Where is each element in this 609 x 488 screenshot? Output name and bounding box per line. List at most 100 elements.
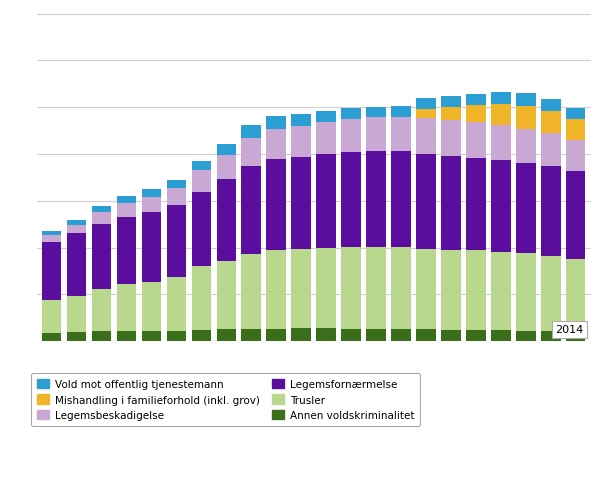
Bar — [441, 330, 460, 342]
Bar — [441, 97, 460, 108]
Bar — [416, 249, 435, 330]
Bar — [441, 108, 460, 121]
Bar — [416, 110, 435, 119]
Bar — [267, 251, 286, 329]
Bar — [92, 224, 111, 290]
Bar — [42, 232, 62, 235]
Bar — [142, 331, 161, 342]
Bar — [67, 225, 86, 233]
Bar — [466, 251, 485, 330]
Bar — [441, 121, 460, 157]
Bar — [192, 171, 211, 192]
Bar — [341, 247, 361, 329]
Bar — [541, 257, 560, 331]
Bar — [217, 329, 236, 342]
Bar — [267, 329, 286, 342]
Bar — [366, 247, 385, 329]
Bar — [341, 109, 361, 120]
Bar — [391, 152, 410, 248]
Bar — [516, 254, 535, 331]
Bar — [142, 283, 161, 331]
Bar — [491, 330, 510, 342]
Bar — [366, 329, 385, 342]
Bar — [92, 290, 111, 332]
Bar — [491, 105, 510, 125]
Bar — [391, 329, 410, 342]
Bar — [566, 260, 585, 332]
Bar — [242, 254, 261, 329]
Bar — [192, 330, 211, 342]
Bar — [42, 243, 62, 301]
Bar — [67, 221, 86, 225]
Bar — [466, 159, 485, 251]
Bar — [292, 328, 311, 342]
Bar — [441, 250, 460, 330]
Text: 2014: 2014 — [555, 325, 584, 335]
Bar — [167, 188, 186, 205]
Bar — [566, 109, 585, 120]
Bar — [217, 262, 236, 329]
Bar — [167, 205, 186, 278]
Legend: Vold mot offentlig tjenestemann, Mishandling i familieforhold (inkl. grov), Lege: Vold mot offentlig tjenestemann, Mishand… — [30, 373, 420, 427]
Bar — [541, 112, 560, 134]
Bar — [217, 156, 236, 180]
Bar — [67, 297, 86, 333]
Bar — [566, 120, 585, 141]
Bar — [117, 203, 136, 217]
Bar — [516, 94, 535, 107]
Bar — [267, 129, 286, 160]
Bar — [117, 196, 136, 203]
Bar — [466, 95, 485, 106]
Bar — [242, 126, 261, 139]
Bar — [366, 107, 385, 118]
Bar — [42, 235, 62, 243]
Bar — [292, 249, 311, 328]
Bar — [416, 99, 435, 110]
Bar — [242, 329, 261, 342]
Bar — [292, 158, 311, 249]
Bar — [317, 122, 336, 155]
Bar — [541, 331, 560, 342]
Bar — [167, 331, 186, 342]
Bar — [491, 161, 510, 252]
Bar — [292, 126, 311, 158]
Bar — [516, 331, 535, 342]
Bar — [491, 252, 510, 330]
Bar — [391, 118, 410, 152]
Bar — [341, 153, 361, 247]
Bar — [92, 206, 111, 213]
Bar — [366, 118, 385, 152]
Bar — [242, 139, 261, 167]
Bar — [466, 123, 485, 159]
Bar — [541, 100, 560, 112]
Bar — [391, 107, 410, 118]
Bar — [416, 155, 435, 249]
Bar — [117, 331, 136, 342]
Bar — [441, 157, 460, 250]
Bar — [541, 134, 560, 167]
Bar — [466, 330, 485, 342]
Bar — [242, 167, 261, 254]
Bar — [92, 332, 111, 342]
Bar — [541, 167, 560, 257]
Bar — [117, 217, 136, 285]
Bar — [516, 129, 535, 164]
Bar — [192, 192, 211, 267]
Bar — [317, 155, 336, 248]
Bar — [516, 107, 535, 129]
Bar — [491, 125, 510, 161]
Bar — [217, 180, 236, 262]
Bar — [267, 117, 286, 129]
Bar — [566, 172, 585, 260]
Bar — [217, 144, 236, 156]
Bar — [192, 162, 211, 171]
Bar — [142, 212, 161, 283]
Bar — [416, 119, 435, 155]
Bar — [566, 332, 585, 342]
Bar — [516, 164, 535, 254]
Bar — [42, 333, 62, 342]
Bar — [92, 213, 111, 224]
Bar — [192, 267, 211, 330]
Bar — [317, 248, 336, 329]
Bar — [416, 330, 435, 342]
